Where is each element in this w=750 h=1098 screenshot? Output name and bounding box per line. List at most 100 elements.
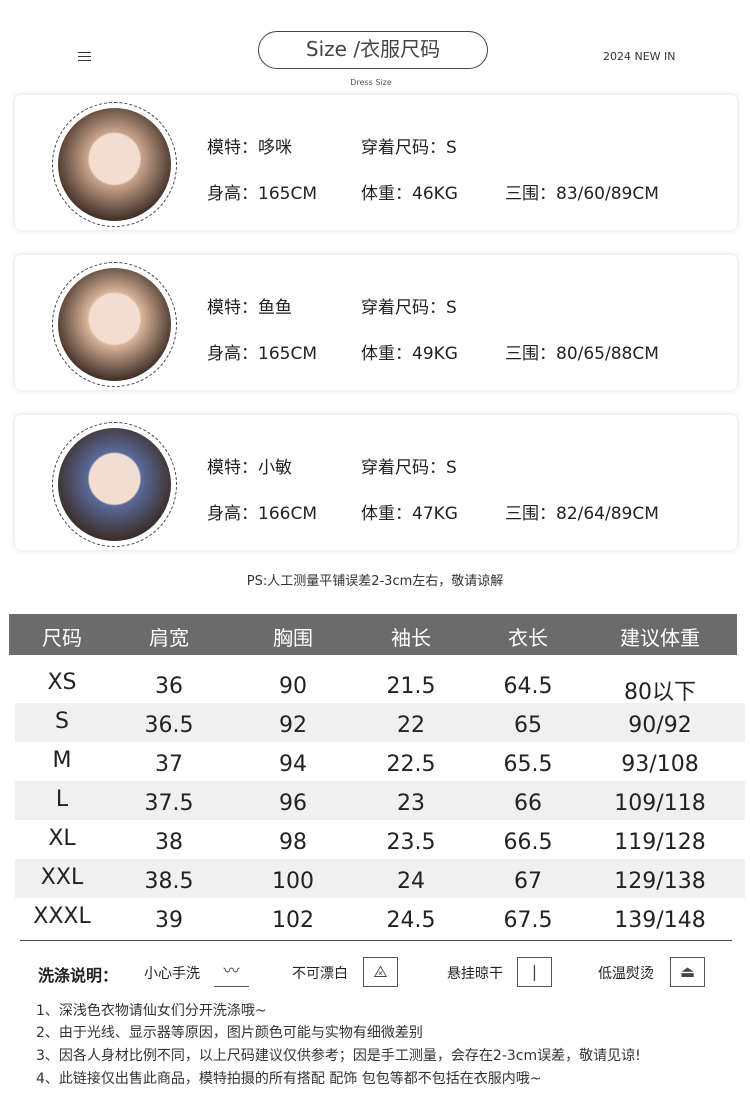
table-cell: L [55, 787, 69, 812]
table-cell: 22 [397, 713, 425, 738]
table-cell: 96 [279, 791, 307, 816]
table-row: L 37.5 96 23 66 109/118 [0, 787, 750, 817]
no-bleach-icon: ⨻ [363, 957, 398, 987]
field-label: 身高： [207, 184, 258, 204]
field-label: 模特： [207, 458, 258, 478]
table-cell: 129/138 [614, 869, 706, 894]
table-cell: XS [47, 670, 77, 695]
care-title: 洗涤说明： [38, 966, 119, 985]
table-cell: 65 [514, 713, 542, 738]
table-header: 尺码 肩宽 胸围 袖长 衣长 建议体重 [9, 614, 737, 655]
care-label: 不可漂白 [292, 966, 348, 982]
field-label: 体重： [361, 504, 412, 524]
column-header: 尺码 [42, 626, 82, 650]
field-value: S [446, 298, 457, 318]
table-row: M 37 94 22.5 65.5 93/108 [0, 748, 750, 778]
model-name: 模特：鱼鱼 [207, 293, 292, 318]
note: 4、此链接仅出售此商品，模特拍摄的所有搭配 配饰 包包等都不包括在衣服内哦~ [36, 1071, 542, 1087]
menu-icon[interactable] [78, 52, 91, 61]
field-label: 身高： [207, 344, 258, 364]
table-row: XXXL 39 102 24.5 67.5 139/148 [0, 904, 750, 934]
table-cell: 22.5 [386, 752, 436, 777]
table-cell: 39 [155, 908, 183, 933]
table-cell: 100 [272, 869, 314, 894]
table-cell: 23 [397, 791, 425, 816]
model-weight: 体重：49KG [361, 339, 458, 364]
model-weight: 体重：47KG [361, 499, 458, 524]
table-cell: 23.5 [386, 830, 436, 855]
hand-wash-icon: 〰 [214, 957, 249, 987]
field-value: S [446, 138, 457, 158]
table-cell: 102 [272, 908, 314, 933]
table-cell: 24 [397, 869, 425, 894]
table-cell: 93/108 [621, 752, 699, 777]
field-value: 47KG [412, 504, 458, 524]
table-cell: 94 [279, 752, 307, 777]
table-cell: 98 [279, 830, 307, 855]
row-stripe [15, 703, 745, 742]
row-stripe [15, 859, 745, 898]
field-label: 体重： [361, 184, 412, 204]
field-value: 83/60/89CM [556, 184, 659, 204]
field-value: 165CM [258, 184, 317, 204]
table-cell: 80以下 [624, 680, 696, 705]
table-cell: 66.5 [503, 830, 553, 855]
note: 1、深浅色衣物请仙女们分开洗涤哦~ [36, 1003, 267, 1019]
field-label: 穿着尺码： [361, 138, 446, 158]
subtitle: Dress Size [350, 78, 392, 87]
table-cell: 37 [155, 752, 183, 777]
field-value: 166CM [258, 504, 317, 524]
table-row: XS 36 90 21.5 64.5 80以下 [0, 670, 750, 705]
hang-dry-icon: | [517, 957, 552, 987]
model-size: 穿着尺码：S [361, 133, 457, 158]
model-card [15, 415, 737, 550]
table-row: XXL 38.5 100 24 67 129/138 [0, 865, 750, 895]
field-label: 穿着尺码： [361, 458, 446, 478]
table-cell: 21.5 [386, 674, 436, 699]
model-name: 模特：哆咪 [207, 133, 292, 158]
column-header: 建议体重 [620, 626, 700, 650]
model-height: 身高：165CM [207, 179, 317, 204]
low-iron-icon: ⏏ [670, 957, 705, 987]
table-cell: S [55, 709, 69, 734]
table-row: S 36.5 92 22 65 90/92 [0, 709, 750, 739]
model-size: 穿着尺码：S [361, 453, 457, 478]
table-cell: XL [48, 826, 76, 851]
column-header: 肩宽 [149, 626, 189, 650]
table-cell: 36.5 [144, 713, 194, 738]
field-label: 身高： [207, 504, 258, 524]
tag-new-in: 2024 NEW IN [603, 50, 676, 63]
field-label: 三围： [505, 344, 556, 364]
field-value: 49KG [412, 344, 458, 364]
note: 2、由于光线、显示器等原因，图片颜色可能与实物有细微差别 [36, 1025, 423, 1041]
field-value: S [446, 458, 457, 478]
care-label: 小心手洗 [144, 966, 200, 982]
field-label: 体重： [361, 344, 412, 364]
column-header: 衣长 [508, 626, 548, 650]
model-size: 穿着尺码：S [361, 293, 457, 318]
model-measure: 三围：82/64/89CM [505, 499, 659, 524]
note: 3、因各人身材比例不同，以上尺码建议仅供参考；因是手工测量，会存在2-3cm误差… [36, 1048, 641, 1064]
table-cell: 109/118 [614, 791, 706, 816]
model-card [15, 255, 737, 390]
table-cell: 92 [279, 713, 307, 738]
table-cell: 24.5 [386, 908, 436, 933]
field-value: 小敏 [258, 458, 292, 478]
column-header: 袖长 [391, 626, 431, 650]
table-cell: 64.5 [503, 674, 553, 699]
field-value: 165CM [258, 344, 317, 364]
model-name: 模特：小敏 [207, 453, 292, 478]
model-card [15, 95, 737, 230]
field-label: 三围： [505, 184, 556, 204]
table-cell: 67.5 [503, 908, 553, 933]
model-weight: 体重：46KG [361, 179, 458, 204]
table-cell: M [52, 748, 72, 773]
table-cell: XXXL [33, 904, 91, 929]
table-cell: 119/128 [614, 830, 706, 855]
field-value: 82/64/89CM [556, 504, 659, 524]
table-cell: 36 [155, 674, 183, 699]
table-cell: XXL [40, 865, 84, 890]
table-cell: 139/148 [614, 908, 706, 933]
table-cell: 90 [279, 674, 307, 699]
field-label: 模特： [207, 298, 258, 318]
